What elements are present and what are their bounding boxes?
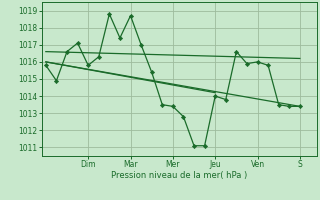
X-axis label: Pression niveau de la mer( hPa ): Pression niveau de la mer( hPa ) bbox=[111, 171, 247, 180]
